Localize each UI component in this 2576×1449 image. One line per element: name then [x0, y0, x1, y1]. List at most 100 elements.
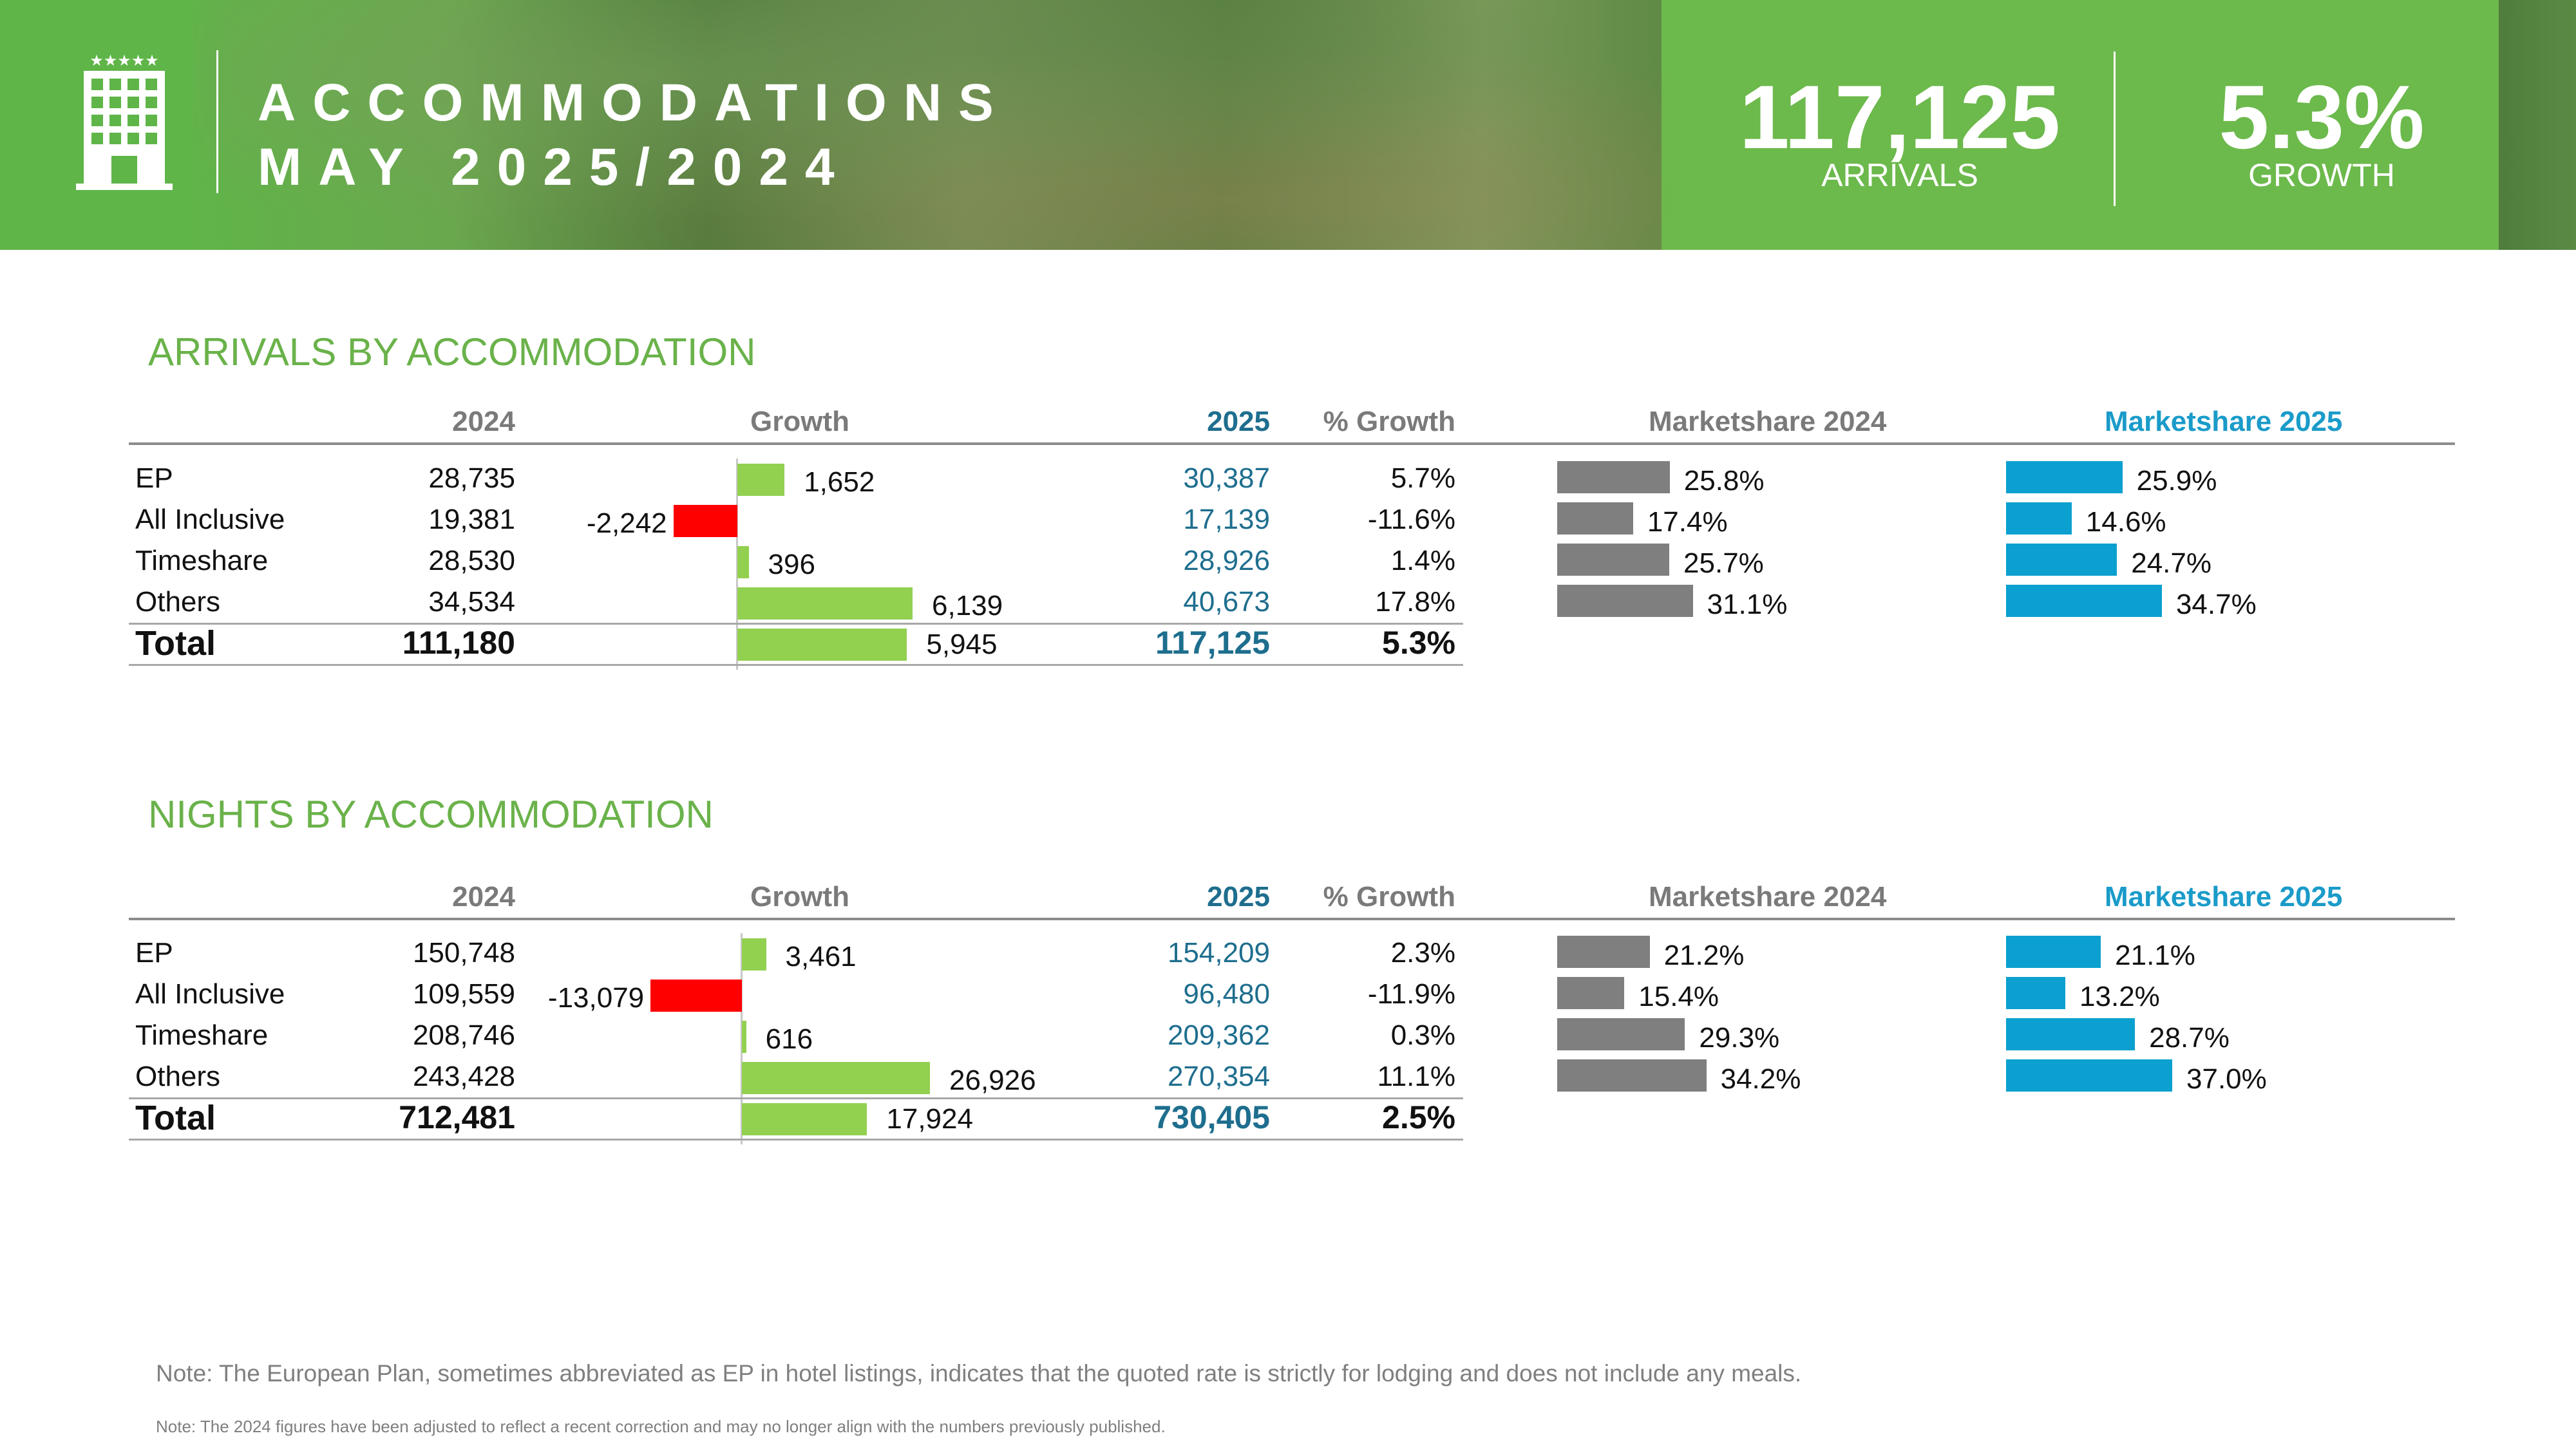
arrivals-row-others-ms2024-label: 31.1%: [1707, 589, 1788, 620]
arrivals-row-ep-growth-bar: [737, 464, 785, 496]
arrivals-row-ep-ms2024-label: 25.8%: [1683, 465, 1765, 497]
nights-total-pct-growth: 2.5%: [1382, 1099, 1455, 1135]
arrivals-row-all-inclusive-name: All Inclusive: [135, 504, 285, 535]
arrivals-row-timeshare-ms2025-label: 24.7%: [2131, 547, 2211, 579]
nights-hdr-growth: Growth: [750, 881, 849, 913]
arrivals-row-others-pct-growth: 17.8%: [1375, 586, 1455, 618]
nights-total-2025: 730,405: [1153, 1099, 1270, 1135]
arrivals-row-timeshare-name: Timeshare: [135, 545, 269, 576]
nights-row-others-pct-growth: 11.1%: [1377, 1061, 1456, 1092]
arrivals-row-all-inclusive-2025: 17,139: [1183, 504, 1270, 535]
nights-total-growth-bar: [742, 1103, 867, 1135]
arrivals-row-ep-2024: 28,735: [428, 462, 515, 494]
note-european-plan: Note: The European Plan, sometimes abbre…: [156, 1360, 1802, 1387]
kpi-panel: [1662, 0, 2499, 250]
arrivals-row-ep-ms2025-bar: [2006, 461, 2123, 493]
nights-row-timeshare-ms2024-bar: [1557, 1018, 1685, 1050]
nights-hdr-ms2025: Marketshare 2025: [2105, 881, 2343, 913]
nights-row-all-inclusive-name: All Inclusive: [135, 978, 285, 1010]
nights-row-all-inclusive-ms2025-label: 13.2%: [2079, 981, 2160, 1012]
nights-row-timeshare-growth-bar: [742, 1021, 746, 1053]
arrivals-total-2024: 111,180: [402, 625, 515, 661]
nights-total-name: Total: [135, 1099, 216, 1137]
arrivals-row-ep-growth-label: 1,652: [804, 466, 875, 498]
nights-header-rule: [129, 918, 2455, 920]
nights-row-all-inclusive-growth-bar: [650, 980, 742, 1012]
nights-row-all-inclusive-ms2025-bar: [2006, 977, 2066, 1009]
kpi-divider: [2114, 52, 2116, 206]
nights-row-ep-ms2025-label: 21.1%: [2115, 940, 2195, 971]
nights-total-bottom-rule: [129, 1139, 1463, 1141]
arrivals-row-timeshare-ms2024-label: 25.7%: [1683, 547, 1764, 579]
arrivals-row-timeshare-growth-label: 396: [768, 549, 815, 580]
arrivals-row-timeshare-ms2024-bar: [1557, 544, 1670, 576]
nights-row-others-growth-bar: [742, 1062, 930, 1094]
arrivals-header-rule: [129, 442, 2455, 445]
nights-row-timeshare-pct-growth: 0.3%: [1390, 1019, 1455, 1051]
kpi-growth-label: GROWTH: [2248, 157, 2395, 193]
nights-row-all-inclusive-growth-label: -13,079: [547, 982, 645, 1014]
arrivals-row-ep-name: EP: [135, 462, 173, 494]
nights-row-others-2025: 270,354: [1167, 1061, 1270, 1092]
nights-row-others-ms2025-label: 37.0%: [2186, 1063, 2267, 1095]
nights-row-ep-growth-bar: [742, 938, 766, 971]
arrivals-hdr-growth: Growth: [750, 406, 849, 437]
nights-row-timeshare-2024: 208,746: [412, 1019, 515, 1051]
arrivals-total-bottom-rule: [129, 664, 1463, 666]
arrivals-row-others-ms2025-label: 34.7%: [2175, 589, 2257, 620]
note-2024-adjustment: Note: The 2024 figures have been adjuste…: [156, 1417, 1166, 1436]
nights-row-all-inclusive-pct-growth: -11.9%: [1367, 978, 1455, 1010]
nights-row-timeshare-ms2025-bar: [2006, 1018, 2136, 1050]
arrivals-hdr-ms2024: Marketshare 2024: [1649, 406, 1887, 437]
nights-title: NIGHTS BY ACCOMMODATION: [148, 793, 714, 836]
arrivals-hdr-pct-growth: % Growth: [1323, 406, 1455, 437]
arrivals-total-top-rule: [129, 623, 1463, 625]
kpi-arrivals: 117,125 ARRIVALS: [1739, 72, 2061, 194]
page-title: ACCOMMODATIONS MAY 2025/2024: [258, 71, 1010, 200]
nights-hdr-ms2024: Marketshare 2024: [1649, 881, 1887, 913]
arrivals-row-all-inclusive-ms2025-bar: [2006, 502, 2072, 535]
arrivals-row-ep-2025: 30,387: [1183, 462, 1270, 494]
arrivals-title: ARRIVALS BY ACCOMMODATION: [148, 330, 756, 374]
arrivals-row-all-inclusive-ms2024-label: 17.4%: [1647, 506, 1728, 538]
nights-row-timeshare-name: Timeshare: [135, 1019, 269, 1051]
arrivals-row-all-inclusive-2024: 19,381: [428, 504, 515, 535]
nights-row-ep-ms2025-bar: [2006, 936, 2101, 968]
nights-row-timeshare-growth-label: 616: [765, 1023, 813, 1055]
hotel-building-icon: ★★★★★: [76, 52, 173, 190]
arrivals-row-ep-ms2025-label: 25.9%: [2136, 465, 2217, 497]
nights-row-ep-pct-growth: 2.3%: [1390, 937, 1455, 969]
nights-row-ep-growth-label: 3,461: [785, 941, 857, 972]
arrivals-row-all-inclusive-pct-growth: -11.6%: [1367, 504, 1455, 535]
arrivals-row-all-inclusive-growth-bar: [673, 505, 737, 537]
kpi-arrivals-value: 117,125: [1739, 66, 2061, 167]
arrivals-row-ep-ms2024-bar: [1557, 461, 1670, 493]
arrivals-row-timeshare-pct-growth: 1.4%: [1390, 545, 1455, 576]
arrivals-total-growth-bar: [737, 629, 907, 661]
arrivals-total-name: Total: [135, 624, 216, 663]
nights-total-top-rule: [129, 1097, 1463, 1099]
nights-hdr-pct-growth: % Growth: [1323, 881, 1455, 913]
nights-row-all-inclusive-2024: 109,559: [412, 978, 515, 1010]
nights-row-timeshare-ms2024-label: 29.3%: [1699, 1022, 1780, 1054]
arrivals-row-timeshare-2025: 28,926: [1183, 545, 1270, 576]
arrivals-row-ep-pct-growth: 5.7%: [1390, 462, 1455, 494]
arrivals-row-timeshare-growth-bar: [737, 546, 749, 578]
arrivals-row-timeshare-ms2025-bar: [2006, 544, 2117, 576]
nights-row-all-inclusive-ms2024-label: 15.4%: [1638, 981, 1719, 1012]
nights-row-all-inclusive-2025: 96,480: [1183, 978, 1270, 1010]
five-stars-icon: ★★★★★: [90, 52, 159, 70]
arrivals-row-all-inclusive-growth-label: -2,242: [586, 507, 667, 539]
nights-row-timeshare-2025: 209,362: [1167, 1019, 1270, 1051]
kpi-growth-value: 5.3%: [2219, 66, 2425, 167]
arrivals-row-others-growth-bar: [737, 587, 913, 620]
arrivals-row-others-growth-label: 6,139: [932, 590, 1003, 621]
arrivals-total-growth-label: 5,945: [926, 629, 998, 660]
arrivals-row-timeshare-2024: 28,530: [428, 545, 515, 576]
nights-row-ep-ms2024-bar: [1557, 936, 1650, 968]
arrivals-hdr-2024: 2024: [452, 406, 515, 437]
kpi-growth: 5.3% GROWTH: [2145, 72, 2499, 194]
arrivals-total-pct-growth: 5.3%: [1382, 625, 1455, 661]
arrivals-row-others-2025: 40,673: [1183, 586, 1270, 618]
arrivals-row-others-ms2025-bar: [2006, 585, 2162, 617]
